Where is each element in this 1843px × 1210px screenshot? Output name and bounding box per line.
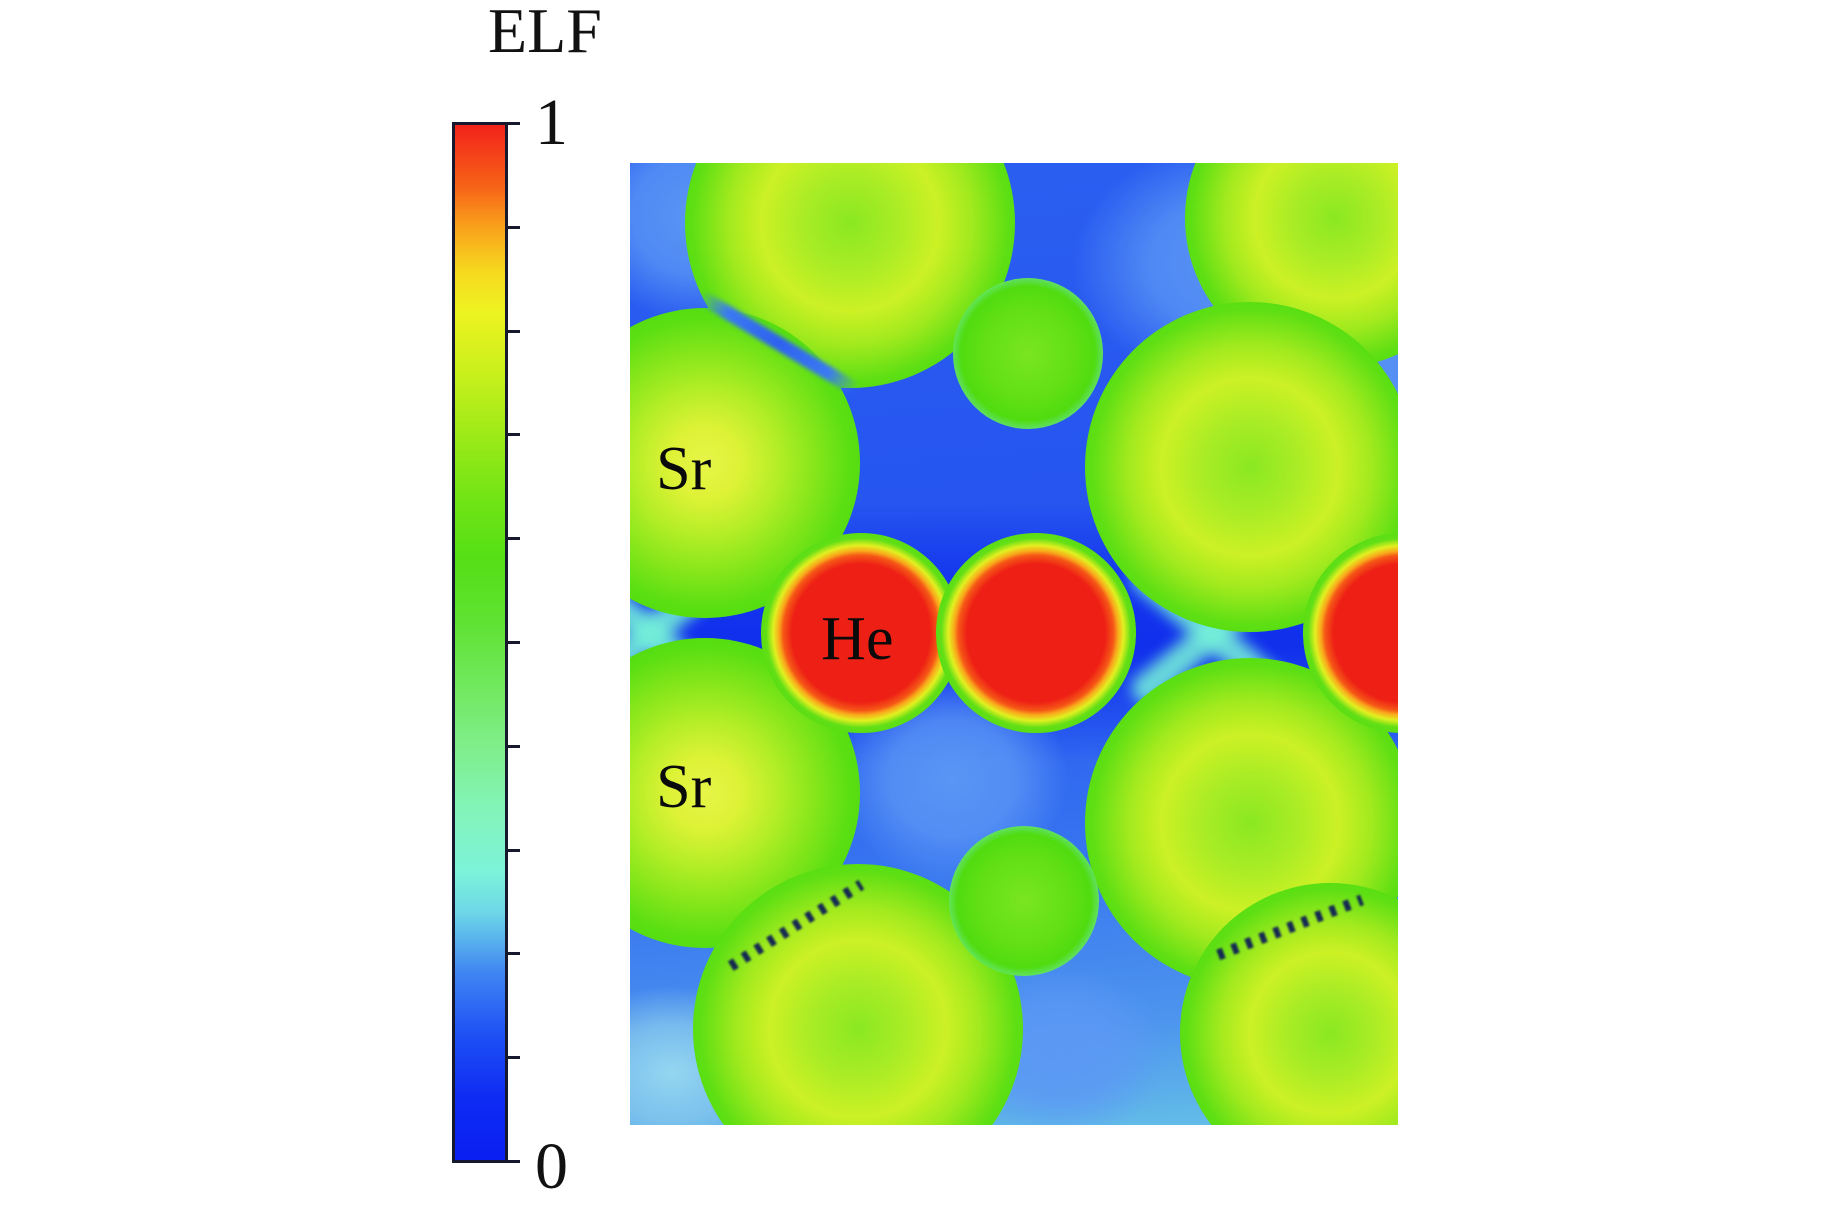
he-red-region <box>761 533 961 734</box>
colorbar-min-label: 0 <box>535 1130 568 1203</box>
colorbar-tick <box>506 330 520 333</box>
colorbar-tick <box>506 122 520 125</box>
colorbar-tick <box>506 1056 520 1059</box>
atom-label-sr: Sr <box>656 753 712 822</box>
green-small-region <box>949 825 1099 976</box>
elf-heatmap: Sr He Sr <box>630 163 1398 1125</box>
colorbar-tick <box>506 952 520 955</box>
atom-label-sr: Sr <box>656 434 712 503</box>
he-red-region <box>936 533 1137 734</box>
colorbar-tick <box>506 537 520 540</box>
colorbar-tick <box>506 641 520 644</box>
colorbar <box>452 122 520 1163</box>
colorbar-title: ELF <box>488 0 602 66</box>
atom-label-he: He <box>821 605 894 674</box>
colorbar-gradient <box>452 122 508 1163</box>
colorbar-tick <box>506 1160 520 1163</box>
colorbar-tick <box>506 226 520 229</box>
colorbar-tick <box>506 849 520 852</box>
colorbar-tick <box>506 433 520 436</box>
colorbar-tick <box>506 745 520 748</box>
colorbar-max-label: 1 <box>535 86 568 159</box>
green-small-region <box>952 278 1103 429</box>
